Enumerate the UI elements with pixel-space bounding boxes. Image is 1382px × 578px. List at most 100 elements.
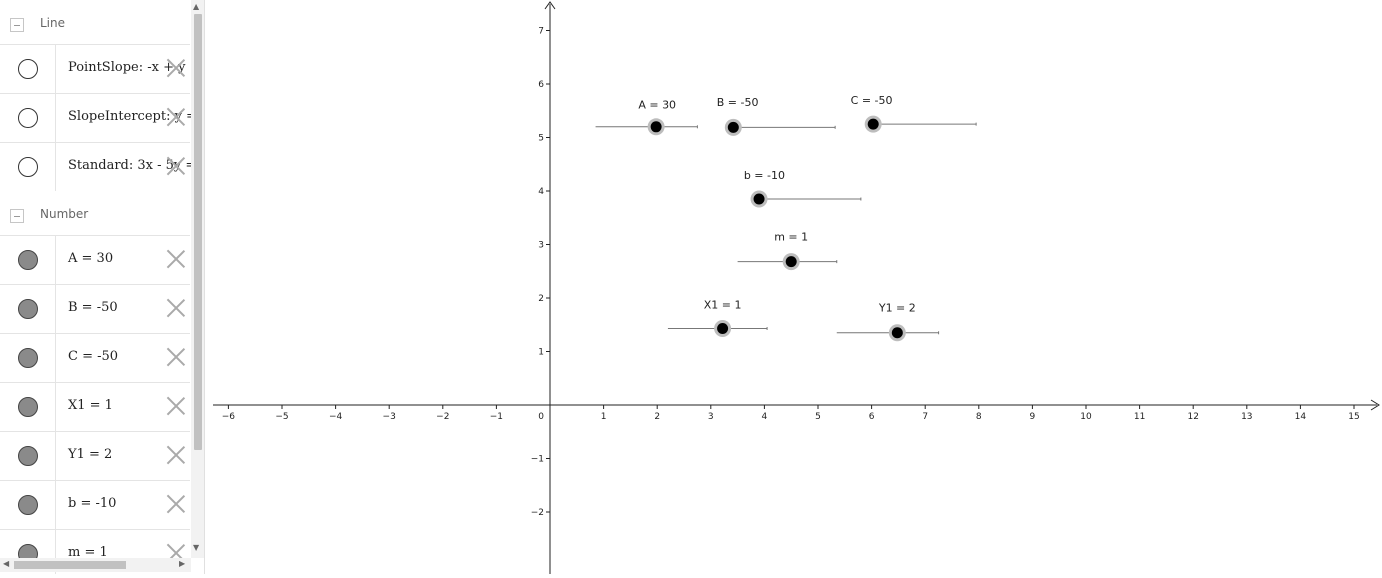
visibility-toggle[interactable] [0,236,56,284]
x-tick-label: 14 [1295,412,1307,422]
vertical-scrollbar[interactable]: ▲ ▼ [191,0,204,558]
algebra-item[interactable]: C = -50 [0,333,190,382]
slider-knob[interactable] [891,327,903,339]
visibility-circle-icon[interactable] [18,108,38,128]
visibility-circle-icon[interactable] [18,59,38,79]
horizontal-scrollbar[interactable]: ◀ ▶ [0,558,191,572]
delete-icon[interactable] [166,347,186,367]
slider-label: A = 30 [638,98,676,111]
scroll-left-icon[interactable]: ◀ [3,559,10,568]
x-axis-arrow-icon [1370,399,1380,411]
visibility-circle-icon[interactable] [18,397,38,417]
algebra-item[interactable]: m = 1 [0,529,190,574]
algebra-item-text[interactable]: Y1 = 2 [68,447,113,462]
scroll-up-icon[interactable]: ▲ [193,2,200,11]
y-tick-label: −2 [531,508,544,518]
delete-icon[interactable] [166,396,186,416]
slider-knob[interactable] [727,121,739,133]
scroll-down-icon[interactable]: ▼ [193,543,200,552]
algebra-item-text[interactable]: Standard: 3x - 5y = [68,158,197,173]
group-header-line[interactable]: Line [0,0,190,48]
visibility-toggle[interactable] [0,143,56,191]
algebra-view: Line PointSlope: -x + y = SlopeIntercept: … [0,0,205,574]
visibility-circle-icon[interactable] [18,157,38,177]
delete-icon[interactable] [166,445,186,465]
origin-label: 0 [538,412,544,422]
delete-icon[interactable] [166,156,186,176]
y-tick-label: 5 [538,134,544,144]
visibility-toggle[interactable] [0,383,56,431]
delete-icon[interactable] [166,107,186,127]
y-tick-label: −1 [531,455,544,465]
slider-label: b = -10 [744,169,785,182]
x-tick-label: 3 [708,412,714,422]
algebra-item-text[interactable]: X1 = 1 [68,398,113,413]
algebra-item-text[interactable]: B = -50 [68,300,118,315]
slider-knob[interactable] [785,256,797,268]
slider-knob[interactable] [650,121,662,133]
x-tick-label: −3 [383,412,396,422]
group-header-number[interactable]: Number [0,191,190,239]
visibility-toggle[interactable] [0,94,56,142]
delete-icon[interactable] [166,494,186,514]
visibility-circle-icon[interactable] [18,446,38,466]
visibility-circle-icon[interactable] [18,250,38,270]
delete-icon[interactable] [166,249,186,269]
visibility-circle-icon[interactable] [18,348,38,368]
algebra-item-text[interactable]: m = 1 [68,545,108,560]
delete-icon[interactable] [166,298,186,318]
y-tick-label: 7 [538,27,544,37]
x-tick-label: 9 [1030,412,1036,422]
x-tick-label: 15 [1348,412,1359,422]
visibility-toggle[interactable] [0,334,56,382]
algebra-item[interactable]: Y1 = 2 [0,431,190,480]
visibility-toggle[interactable] [0,45,56,93]
algebra-item[interactable]: b = -10 [0,480,190,529]
x-tick-label: −5 [275,412,288,422]
graphics-canvas[interactable]: −6 −5 −4 −3 −2 −1 1 2 3 4 5 6 7 8 9 10 11 12 13 14 15−2−1123… [205,0,1382,574]
x-tick-label: 4 [762,412,768,422]
slider-label: Y1 = 2 [878,302,916,315]
algebra-item[interactable]: X1 = 1 [0,382,190,431]
horizontal-scroll-thumb[interactable] [14,561,126,569]
visibility-toggle[interactable] [0,481,56,529]
x-tick-label: 1 [601,412,607,422]
visibility-circle-icon[interactable] [18,299,38,319]
x-tick-label: 6 [869,412,875,422]
x-tick-label: 13 [1241,412,1252,422]
visibility-toggle[interactable] [0,285,56,333]
slider-label: X1 = 1 [704,298,742,311]
x-tick-label: 11 [1134,412,1145,422]
vertical-scroll-thumb[interactable] [194,14,202,450]
collapse-toggle-icon[interactable] [10,18,24,32]
slider-knob[interactable] [753,193,765,205]
algebra-item[interactable]: A = 30 [0,235,190,284]
visibility-circle-icon[interactable] [18,495,38,515]
visibility-toggle[interactable] [0,432,56,480]
slider-label: B = -50 [717,96,759,109]
algebra-item[interactable]: B = -50 [0,284,190,333]
collapse-toggle-icon[interactable] [10,209,24,223]
x-tick-label: −6 [222,412,236,422]
y-tick-label: 6 [538,80,544,90]
x-tick-label: −4 [329,412,343,422]
algebra-item[interactable]: PointSlope: -x + y = [0,44,200,93]
slider-knob[interactable] [717,322,729,334]
algebra-item[interactable]: Standard: 3x - 5y = [0,142,196,191]
algebra-item-text[interactable]: A = 30 [68,251,114,266]
scroll-right-icon[interactable]: ▶ [179,559,186,568]
x-tick-label: 10 [1080,412,1092,422]
algebra-item-text[interactable]: C = -50 [68,349,119,364]
slider-label: C = -50 [851,94,893,107]
x-tick-label: 7 [922,412,928,422]
x-tick-label: 12 [1187,412,1198,422]
slider-knob[interactable] [867,118,879,130]
algebra-item-text[interactable]: b = -10 [68,496,117,511]
x-tick-label: −2 [436,412,449,422]
slider-label: m = 1 [774,230,808,243]
graphics-view[interactable]: −6 −5 −4 −3 −2 −1 1 2 3 4 5 6 7 8 9 10 11 12 13 14 15 −2 −1 1 2 3… [205,0,1382,574]
y-tick-label: 2 [538,294,544,304]
y-axis-arrow-icon [544,1,556,10]
algebra-item[interactable]: SlopeIntercept: y = x [0,93,204,142]
delete-icon[interactable] [166,58,186,78]
